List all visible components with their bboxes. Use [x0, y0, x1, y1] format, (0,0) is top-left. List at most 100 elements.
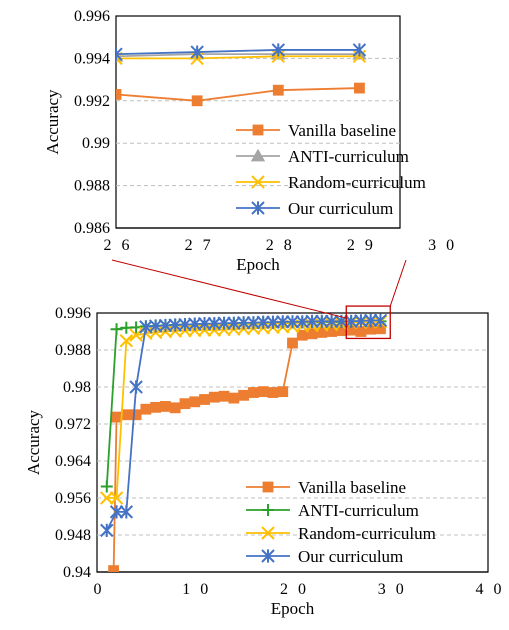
x-tick-label: 4 0	[476, 581, 505, 598]
connector-left	[111, 259, 347, 319]
data-point	[150, 401, 162, 413]
data-point	[316, 327, 328, 338]
plot-area	[96, 312, 489, 573]
data-point	[296, 329, 308, 341]
data-point	[305, 314, 319, 329]
series-our-curriculum	[116, 43, 367, 61]
data-point	[140, 403, 152, 415]
legend-item-our-curriculum: Our curriculum	[236, 199, 393, 218]
data-point	[355, 326, 367, 337]
full-chart: 0.94 0.948 0.956 0.964 0.972 0.98 0.988 0.996 0 1…	[24, 305, 505, 618]
data-point	[276, 315, 290, 329]
data-point	[109, 505, 124, 519]
y-tick-label: 0.996	[74, 8, 110, 25]
series-line-anti-curriculum	[116, 53, 360, 58]
x-tick-label: 2 9	[347, 237, 376, 254]
data-point	[129, 380, 143, 394]
y-tick-label: 0.948	[55, 527, 91, 544]
data-point	[179, 398, 191, 410]
data-point	[277, 386, 289, 398]
data-point	[169, 402, 181, 414]
data-point	[236, 316, 251, 330]
x-tick-label: 3 0	[378, 581, 407, 598]
legend-item-anti-curriculum: ANTI-curriculum	[246, 501, 419, 520]
data-point	[315, 314, 329, 329]
x-tick-label: 2 0	[280, 581, 309, 598]
legend: Vanilla baseline ANTI-curriculum Random-cu…	[236, 121, 426, 218]
y-tick-label: 0.988	[55, 342, 91, 359]
data-point	[110, 323, 123, 336]
y-tick-label: 0.996	[55, 305, 91, 322]
legend-item-our-curriculum: Our curriculum	[246, 547, 403, 566]
data-point	[228, 392, 240, 404]
series-layer	[100, 313, 388, 572]
legend-label: Random-curriculum	[288, 173, 426, 192]
data-point	[365, 323, 377, 335]
y-tick-label: 0.964	[55, 453, 91, 470]
data-point	[285, 315, 300, 329]
series-line-our-curriculum	[116, 49, 360, 56]
legend-swatch-marker	[261, 549, 275, 563]
legend-swatch-marker	[251, 201, 265, 215]
y-tick-label: 0.986	[74, 220, 110, 237]
y-tick-label: 0.992	[74, 93, 110, 110]
data-point	[160, 401, 171, 412]
data-point	[363, 313, 378, 328]
y-tick-label: 0.972	[55, 416, 91, 433]
data-point	[111, 411, 122, 423]
legend-label: ANTI-curriculum	[288, 147, 409, 166]
legend-swatch-marker	[250, 148, 266, 162]
legend-label: Vanilla baseline	[298, 478, 406, 497]
series-our-curriculum	[100, 313, 388, 538]
data-point	[256, 315, 270, 329]
y-tick-label: 0.988	[74, 178, 110, 195]
y-tick-label: 0.99	[82, 135, 110, 152]
y-tick-label: 0.98	[63, 379, 91, 396]
data-point	[100, 480, 113, 493]
data-point	[116, 89, 122, 100]
x-tick-label: 2 7	[185, 237, 214, 254]
data-point	[130, 409, 142, 421]
legend: Vanilla baseline ANTI-curriculum Random-cu…	[246, 478, 436, 566]
data-point	[197, 316, 212, 331]
x-axis-title: Epoch	[236, 255, 280, 274]
series-vanilla-baseline	[116, 82, 365, 107]
legend-label: Our curriculum	[288, 199, 393, 218]
zoomed-chart: 0.986 0.988 0.99 0.992 0.994 0.996 2 6 2 7 2 8 2 …	[43, 8, 454, 274]
data-point	[335, 325, 347, 336]
y-tick-label: 0.94	[63, 564, 91, 581]
connector-right	[389, 259, 407, 307]
x-axis-title: Epoch	[271, 599, 315, 618]
x-tick-label: 0	[94, 581, 105, 598]
data-point	[326, 326, 337, 337]
legend-item-random-curriculum: Random-curriculum	[236, 173, 426, 192]
data-point	[100, 523, 114, 538]
data-point	[267, 387, 279, 398]
data-point	[189, 396, 201, 408]
data-point	[238, 389, 250, 401]
series-line-random-curriculum	[116, 55, 360, 60]
legend-label: ANTI-curriculum	[298, 501, 419, 520]
legend-swatch-marker	[251, 175, 265, 189]
legend-label: Vanilla baseline	[288, 121, 396, 140]
data-point	[373, 313, 388, 328]
data-point	[248, 387, 259, 398]
x-tick-label: 2 6	[104, 237, 133, 254]
legend-swatch-marker	[252, 124, 264, 136]
data-point	[119, 334, 134, 348]
legend-label: Our curriculum	[298, 547, 403, 566]
data-point	[354, 82, 365, 94]
zoom-connectors	[111, 259, 407, 319]
zoom-box	[345, 305, 391, 340]
x-tick-label: 2 8	[266, 237, 295, 254]
data-point	[375, 323, 386, 335]
y-axis-title: Accuracy	[24, 409, 43, 475]
data-point	[100, 491, 114, 505]
data-point	[324, 314, 339, 329]
y-tick-label: 0.956	[55, 490, 91, 507]
data-point	[257, 386, 269, 398]
legend-item-vanilla-baseline: Vanilla baseline	[246, 478, 406, 497]
data-point	[272, 84, 284, 96]
data-point	[109, 491, 124, 505]
data-point	[287, 337, 298, 349]
